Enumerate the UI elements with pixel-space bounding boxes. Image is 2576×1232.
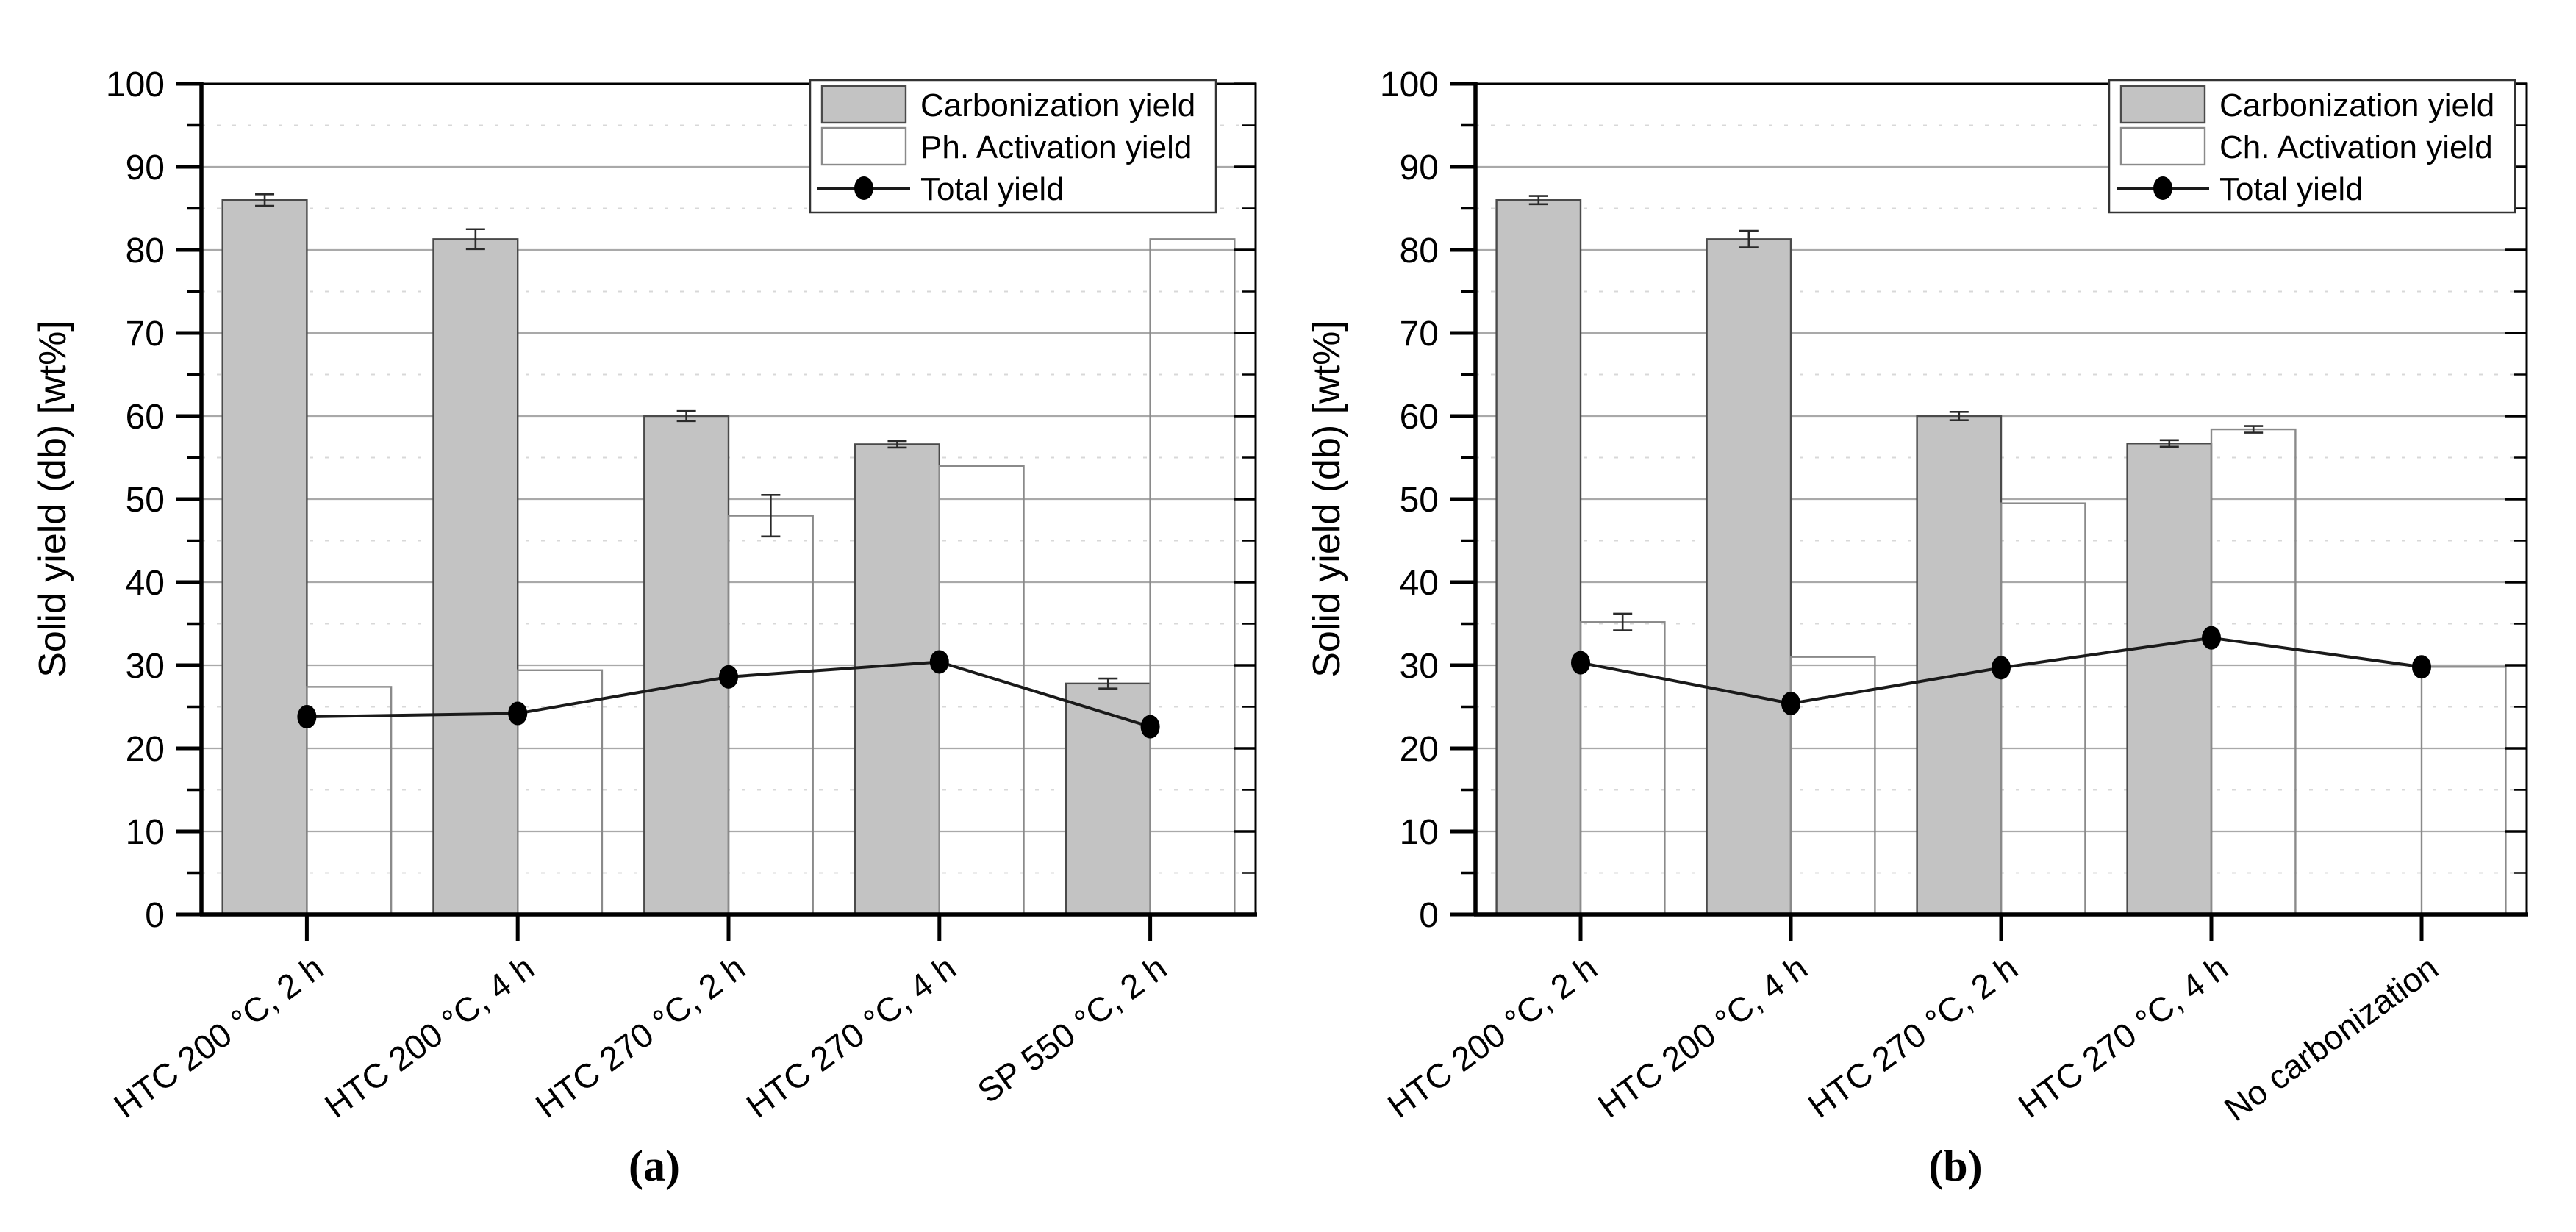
x-tick-label: No carbonization [2217,948,2445,1128]
bar-carbonization-yield [1916,415,2003,916]
legend-swatch-carbonization [820,85,907,124]
y-tick-label: 40 [1400,564,1439,603]
bar-activation-yield [2420,666,2507,916]
bar-activation-yield [1149,238,1236,916]
total-yield-point [1781,691,1800,715]
x-tick-label: HTC 270 °C, 2 h [1801,948,2025,1125]
legend-label: Carbonization yield [2219,87,2494,123]
legend-point-sample [854,176,873,200]
bar-activation-yield [2000,502,2086,916]
bar-activation-yield [2210,428,2297,916]
legend-swatch-carbonization [2119,85,2206,124]
legend-label: Total yield [920,171,1065,207]
y-tick-label: 0 [1419,896,1439,935]
y-tick-label: 50 [126,481,165,520]
caption-b: (b) [1928,1142,1983,1190]
y-tick-label: 90 [126,148,165,187]
legend: Carbonization yield Ch. Activation yield T… [2108,79,2516,214]
legend-label: Ch. Activation yield [2219,129,2493,165]
bar-carbonization-yield [1495,199,1582,916]
bar-activation-yield [306,686,393,916]
legend-swatch-activation [2119,126,2206,166]
total-yield-point [719,665,738,689]
y-tick-label: 30 [126,647,165,686]
total-yield-point [1140,715,1160,739]
y-tick-label: 20 [126,730,165,769]
y-axis-title: Solid yield (db) [wt%] [32,320,74,678]
y-tick-label: 80 [126,232,165,271]
x-tick-label: HTC 200 °C, 4 h [1591,948,1814,1125]
y-tick-label: 70 [1400,315,1439,354]
x-tick-label: HTC 200 °C, 2 h [107,948,330,1125]
y-tick-label: 80 [1400,232,1439,271]
x-tick-label: HTC 200 °C, 4 h [318,948,541,1125]
bar-carbonization-yield [854,443,940,916]
y-tick-label: 10 [126,813,165,852]
y-tick-label: 90 [1400,148,1439,187]
x-tick-label: HTC 200 °C, 2 h [1381,948,1604,1125]
bar-carbonization-yield [2126,443,2213,916]
y-tick-label: 20 [1400,730,1439,769]
bar-activation-yield [938,465,1025,916]
bar-carbonization-yield [643,415,730,916]
total-yield-point [1992,656,2011,680]
bar-activation-yield [727,515,814,916]
bar-carbonization-yield [1706,238,1792,916]
y-tick-label: 70 [126,315,165,354]
x-tick-label: HTC 270 °C, 4 h [2011,948,2235,1125]
total-yield-point [2202,626,2221,650]
bar-carbonization-yield [1065,682,1151,916]
legend-label: Carbonization yield [920,87,1195,123]
legend: Carbonization yield Ph. Activation yield T… [809,79,1217,214]
total-yield-point [929,650,949,674]
y-tick-label: 60 [1400,398,1439,437]
caption-a: (a) [629,1142,680,1190]
y-tick-label: 50 [1400,481,1439,520]
total-yield-point [508,701,528,726]
bar-carbonization-yield [432,238,519,916]
y-tick-label: 40 [126,564,165,603]
y-tick-label: 100 [106,65,165,104]
x-tick-label: HTC 270 °C, 2 h [529,948,752,1125]
legend-label: Total yield [2219,171,2364,207]
y-axis-title: Solid yield (db) [wt%] [1306,320,1348,678]
total-yield-point [297,705,317,729]
legend-point-sample [2153,176,2172,200]
legend-label: Ph. Activation yield [920,129,1192,165]
total-yield-point [1571,651,1590,675]
y-tick-label: 10 [1400,813,1439,852]
x-tick-label: HTC 270 °C, 4 h [740,948,963,1125]
y-tick-label: 0 [145,896,165,935]
legend-swatch-activation [820,126,907,166]
y-tick-label: 60 [126,398,165,437]
total-yield-point [2412,655,2431,679]
x-tick-label: SP 550 °C, 2 h [970,948,1173,1111]
bar-carbonization-yield [221,199,308,916]
y-tick-label: 100 [1380,65,1439,104]
y-tick-label: 30 [1400,647,1439,686]
